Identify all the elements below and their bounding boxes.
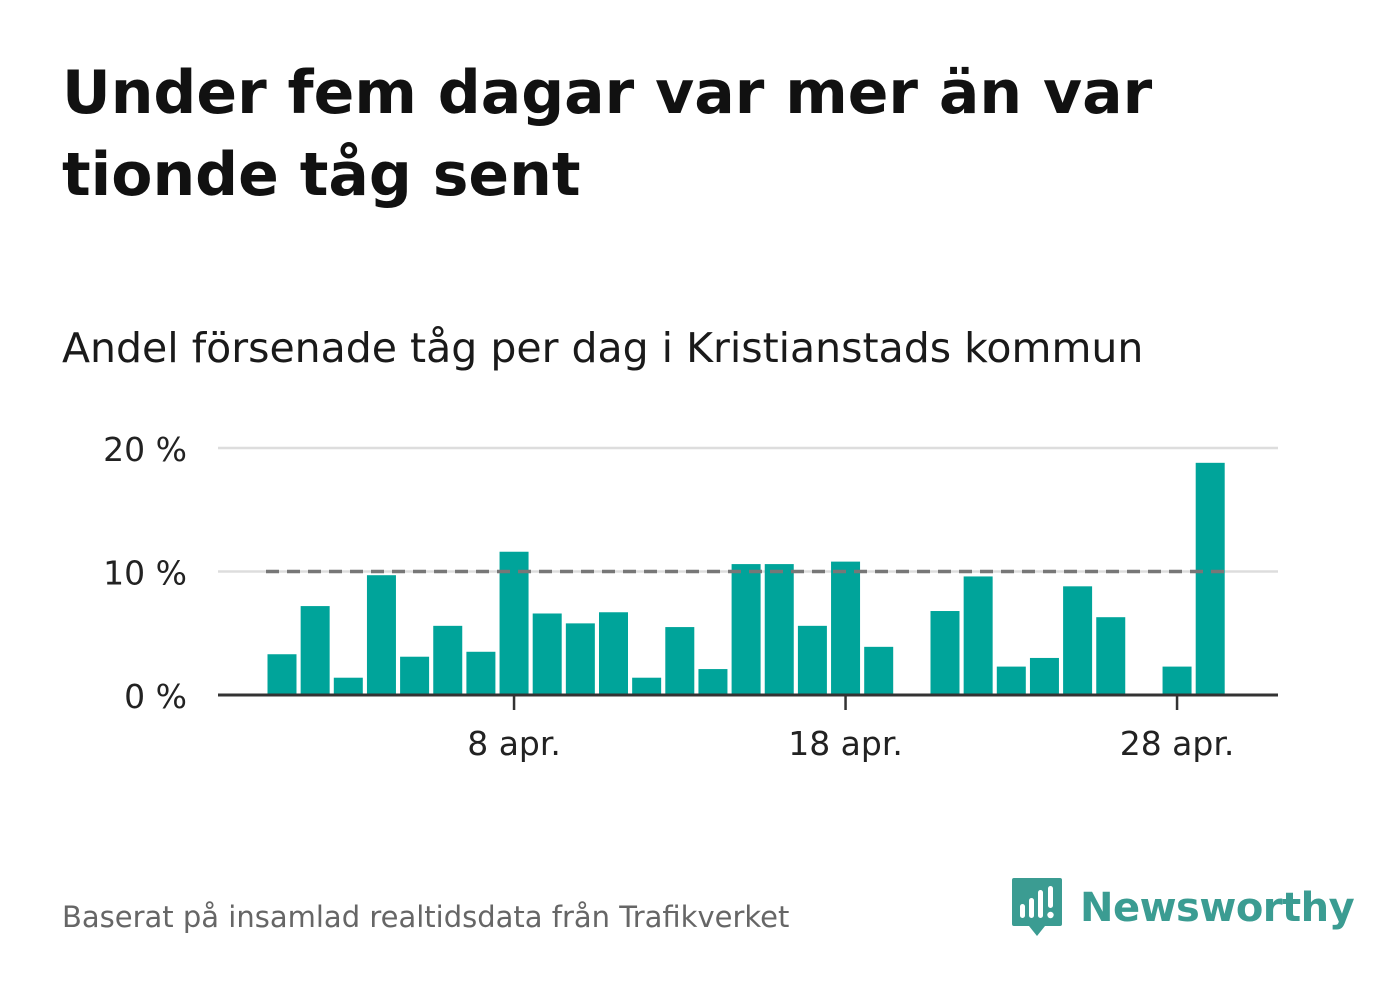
bar (864, 646, 894, 695)
chart-subtitle: Andel försenade tåg per dag i Kristianst… (62, 324, 1144, 372)
bar (532, 613, 562, 695)
bar (565, 623, 595, 695)
bar (267, 654, 297, 695)
y-tick-label: 0 % (124, 677, 187, 716)
chart-title: Under fem dagar var mer än var tionde tå… (62, 58, 1153, 210)
brand-name: Newsworthy (1080, 885, 1355, 931)
bar (333, 677, 363, 695)
bar (632, 677, 662, 695)
x-tick-label: 28 apr. (1120, 724, 1235, 763)
bar (366, 575, 396, 695)
bar (963, 576, 993, 695)
bar (1063, 586, 1093, 695)
x-tick-label: 18 apr. (788, 724, 903, 763)
bar (599, 612, 628, 695)
bar (499, 551, 529, 695)
bar (400, 656, 430, 695)
bar (665, 627, 695, 695)
bar (1195, 462, 1225, 695)
y-tick-label: 10 % (103, 554, 187, 593)
bar (300, 606, 330, 695)
y-tick-label: 20 % (103, 430, 187, 469)
bar (764, 564, 794, 695)
bar (831, 561, 861, 695)
bar (1029, 657, 1059, 695)
bar (433, 625, 463, 695)
bar (466, 651, 496, 695)
bar (930, 611, 960, 695)
bar (698, 669, 728, 695)
bar (797, 625, 827, 695)
bar (731, 564, 761, 695)
newsworthy-logo-icon (1012, 878, 1062, 936)
bar (1096, 617, 1126, 695)
brand-logo: Newsworthy (1012, 878, 1355, 938)
bar (1162, 666, 1192, 695)
source-note: Baserat på insamlad realtidsdata från Tr… (62, 900, 790, 934)
bar (996, 666, 1026, 695)
x-tick-label: 8 apr. (467, 724, 561, 763)
